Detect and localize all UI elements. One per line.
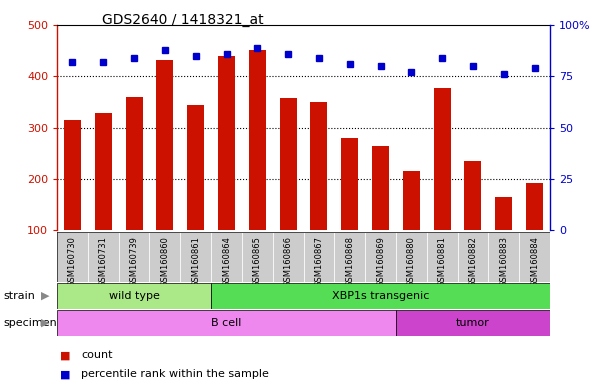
Bar: [211, 283, 550, 309]
Text: GSM160883: GSM160883: [499, 236, 508, 287]
Bar: [150, 232, 180, 282]
Bar: [311, 102, 328, 230]
Bar: [365, 232, 396, 282]
Text: specimen: specimen: [3, 318, 56, 328]
Bar: [156, 60, 173, 230]
Text: GSM160869: GSM160869: [376, 236, 385, 287]
Text: GSM160881: GSM160881: [438, 236, 447, 287]
Text: strain: strain: [3, 291, 35, 301]
Text: GSM160882: GSM160882: [468, 236, 477, 287]
Bar: [95, 113, 112, 230]
Bar: [427, 232, 457, 282]
Text: GSM160867: GSM160867: [314, 236, 323, 287]
Bar: [126, 97, 142, 230]
Bar: [57, 232, 88, 282]
Bar: [403, 171, 419, 230]
Bar: [249, 50, 266, 230]
Bar: [434, 88, 451, 230]
Text: ■: ■: [60, 350, 70, 360]
Text: XBP1s transgenic: XBP1s transgenic: [332, 291, 429, 301]
Text: GSM160730: GSM160730: [68, 236, 77, 287]
Text: percentile rank within the sample: percentile rank within the sample: [81, 369, 269, 379]
Bar: [57, 283, 211, 309]
Bar: [279, 98, 296, 230]
Text: GSM160739: GSM160739: [130, 236, 139, 287]
Text: GSM160880: GSM160880: [407, 236, 416, 287]
Bar: [218, 56, 235, 230]
Text: wild type: wild type: [109, 291, 159, 301]
Bar: [304, 232, 334, 282]
Text: ▶: ▶: [41, 318, 49, 328]
Bar: [372, 146, 389, 230]
Bar: [465, 161, 481, 230]
Text: GSM160868: GSM160868: [345, 236, 354, 287]
Text: GSM160866: GSM160866: [284, 236, 293, 287]
Bar: [519, 232, 550, 282]
Bar: [334, 232, 365, 282]
Text: ▶: ▶: [41, 291, 49, 301]
Text: GSM160860: GSM160860: [160, 236, 169, 287]
Bar: [457, 232, 489, 282]
Bar: [188, 104, 204, 230]
Text: B cell: B cell: [212, 318, 242, 328]
Bar: [211, 232, 242, 282]
Text: GDS2640 / 1418321_at: GDS2640 / 1418321_at: [102, 13, 264, 27]
Bar: [119, 232, 150, 282]
Bar: [526, 183, 543, 230]
Bar: [88, 232, 119, 282]
Bar: [495, 197, 512, 230]
Bar: [396, 232, 427, 282]
Text: GSM160865: GSM160865: [253, 236, 262, 287]
Text: GSM160884: GSM160884: [530, 236, 539, 287]
Text: tumor: tumor: [456, 318, 490, 328]
Bar: [341, 138, 358, 230]
Text: count: count: [81, 350, 112, 360]
Bar: [64, 120, 81, 230]
Bar: [242, 232, 273, 282]
Bar: [180, 232, 211, 282]
Bar: [396, 310, 550, 336]
Text: ■: ■: [60, 369, 70, 379]
Bar: [489, 232, 519, 282]
Bar: [57, 310, 396, 336]
Text: GSM160864: GSM160864: [222, 236, 231, 287]
Text: GSM160861: GSM160861: [191, 236, 200, 287]
Text: GSM160731: GSM160731: [99, 236, 108, 287]
Bar: [273, 232, 304, 282]
